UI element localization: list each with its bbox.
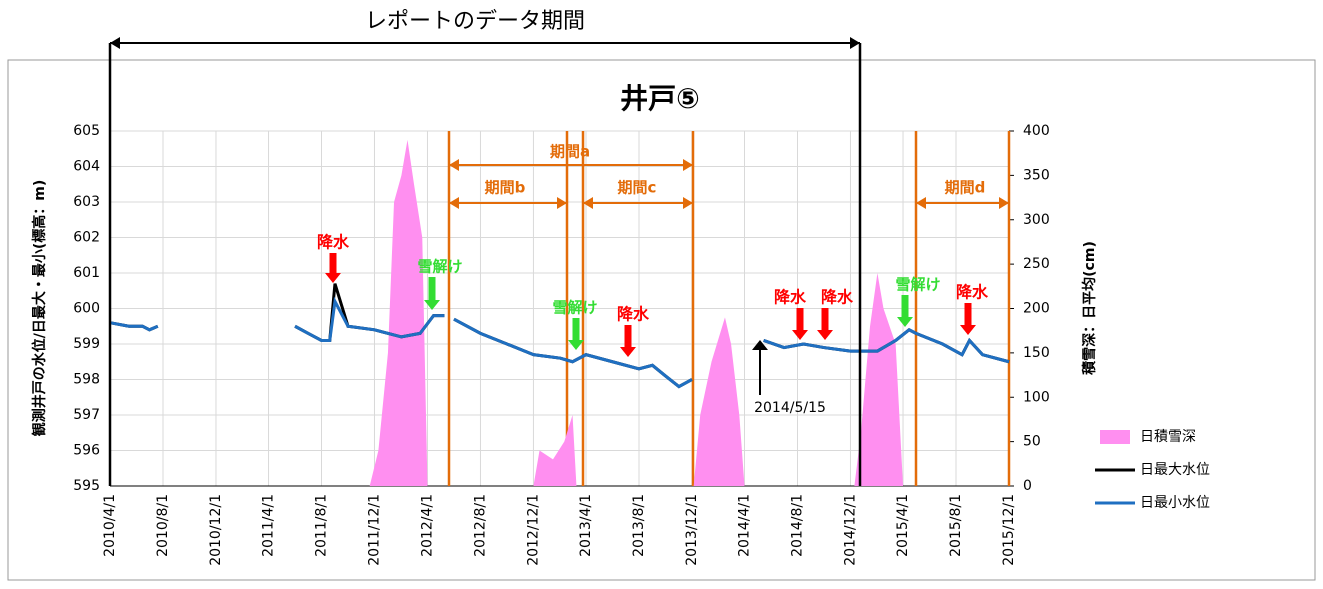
arrow-head: [916, 197, 926, 209]
annotation: 降水: [821, 288, 854, 307]
x-tick-label: 2013/8/1: [631, 494, 647, 557]
x-tick-label: 2012/4/1: [419, 494, 435, 557]
annotation: 降水: [317, 233, 350, 252]
annotation: 雪解け: [552, 299, 597, 317]
arrow-head: [792, 330, 808, 340]
arrow-head: [683, 159, 693, 171]
y-tick-label: 597: [73, 407, 100, 423]
y2-tick-label: 0: [1023, 478, 1032, 494]
arrow-head: [620, 347, 636, 357]
y2-tick-label: 400: [1023, 123, 1050, 139]
arrow-head: [568, 340, 584, 350]
arrow-head: [449, 159, 459, 171]
annotation: 期間c: [618, 179, 657, 197]
y-tick-label: 596: [73, 443, 100, 459]
legend-label: 日最大水位: [1140, 462, 1210, 478]
frame: [7, 59, 1316, 581]
x-tick-label: 2013/12/1: [684, 494, 700, 566]
y2-tick-label: 300: [1023, 212, 1050, 228]
annotation: 降水: [774, 288, 807, 307]
x-tick-label: 2014/8/1: [789, 494, 805, 557]
x-tick-label: 2011/4/1: [261, 494, 277, 557]
arrow-head: [449, 197, 459, 209]
y2-axis-label: 積雪深：日平均(cm): [1081, 241, 1098, 376]
x-tick-label: 2011/12/1: [366, 494, 382, 566]
annotation: レポートのデータ期間: [365, 9, 585, 34]
arrow-head: [897, 317, 913, 327]
arrow-head: [424, 300, 440, 310]
arrow-head: [850, 37, 860, 49]
y-tick-label: 603: [73, 194, 100, 210]
arrow-head: [817, 330, 833, 340]
y2-tick-label: 150: [1023, 345, 1050, 361]
annotation: 雪解け: [417, 258, 462, 276]
y-tick-label: 602: [73, 230, 100, 246]
snow-area: [369, 139, 904, 486]
x-tick-label: 2011/8/1: [314, 494, 330, 557]
x-tick-label: 2015/8/1: [948, 494, 964, 557]
legend-label: 日積雪深: [1140, 429, 1196, 445]
annotation: 2014/5/15: [754, 400, 826, 416]
arrow-head: [557, 197, 567, 209]
arrow-head: [752, 340, 768, 350]
arrow-head: [583, 197, 593, 209]
y2-tick-label: 200: [1023, 301, 1050, 317]
arrow-head: [960, 325, 976, 335]
x-tick-label: 2012/8/1: [472, 494, 488, 557]
y-tick-label: 605: [73, 123, 100, 139]
arrow-head: [683, 197, 693, 209]
y-tick-label: 599: [73, 336, 100, 352]
x-tick-label: 2013/4/1: [578, 494, 594, 557]
x-tick-label: 2010/8/1: [155, 494, 171, 557]
y-tick-label: 601: [73, 265, 100, 281]
y-tick-label: 598: [73, 372, 100, 388]
x-tick-label: 2015/12/1: [1001, 494, 1017, 566]
y2-tick-label: 350: [1023, 167, 1050, 183]
x-tick-label: 2012/12/1: [525, 494, 541, 566]
x-tick-label: 2015/4/1: [895, 494, 911, 557]
annotation: 降水: [617, 305, 650, 324]
annotation: 期間d: [945, 179, 986, 197]
annotation: 期間a: [550, 143, 590, 161]
annotation: 期間b: [485, 179, 526, 197]
y2-tick-label: 100: [1023, 389, 1050, 405]
y-axis-label: 観測井戸の水位/日最大・最小(標高：m): [31, 180, 48, 437]
legend-swatch: [1100, 430, 1130, 444]
y2-tick-label: 50: [1023, 434, 1041, 450]
y-tick-label: 595: [73, 478, 100, 494]
annotation: 降水: [956, 283, 989, 302]
x-tick-label: 2010/12/1: [208, 494, 224, 566]
y-tick-label: 604: [73, 159, 100, 175]
water-line: [109, 296, 1010, 389]
y-tick-label: 600: [73, 301, 100, 317]
chart-title: 井戸⑤: [620, 82, 700, 115]
x-tick-label: 2010/4/1: [102, 494, 118, 557]
arrow-head: [999, 197, 1009, 209]
x-tick-label: 2014/4/1: [737, 494, 753, 557]
legend-label: 日最小水位: [1140, 495, 1210, 511]
x-tick-label: 2014/12/1: [842, 494, 858, 566]
y2-tick-label: 250: [1023, 256, 1050, 272]
annotation: 雪解け: [895, 276, 940, 294]
arrow-head: [325, 273, 341, 283]
arrow-head: [110, 37, 120, 49]
